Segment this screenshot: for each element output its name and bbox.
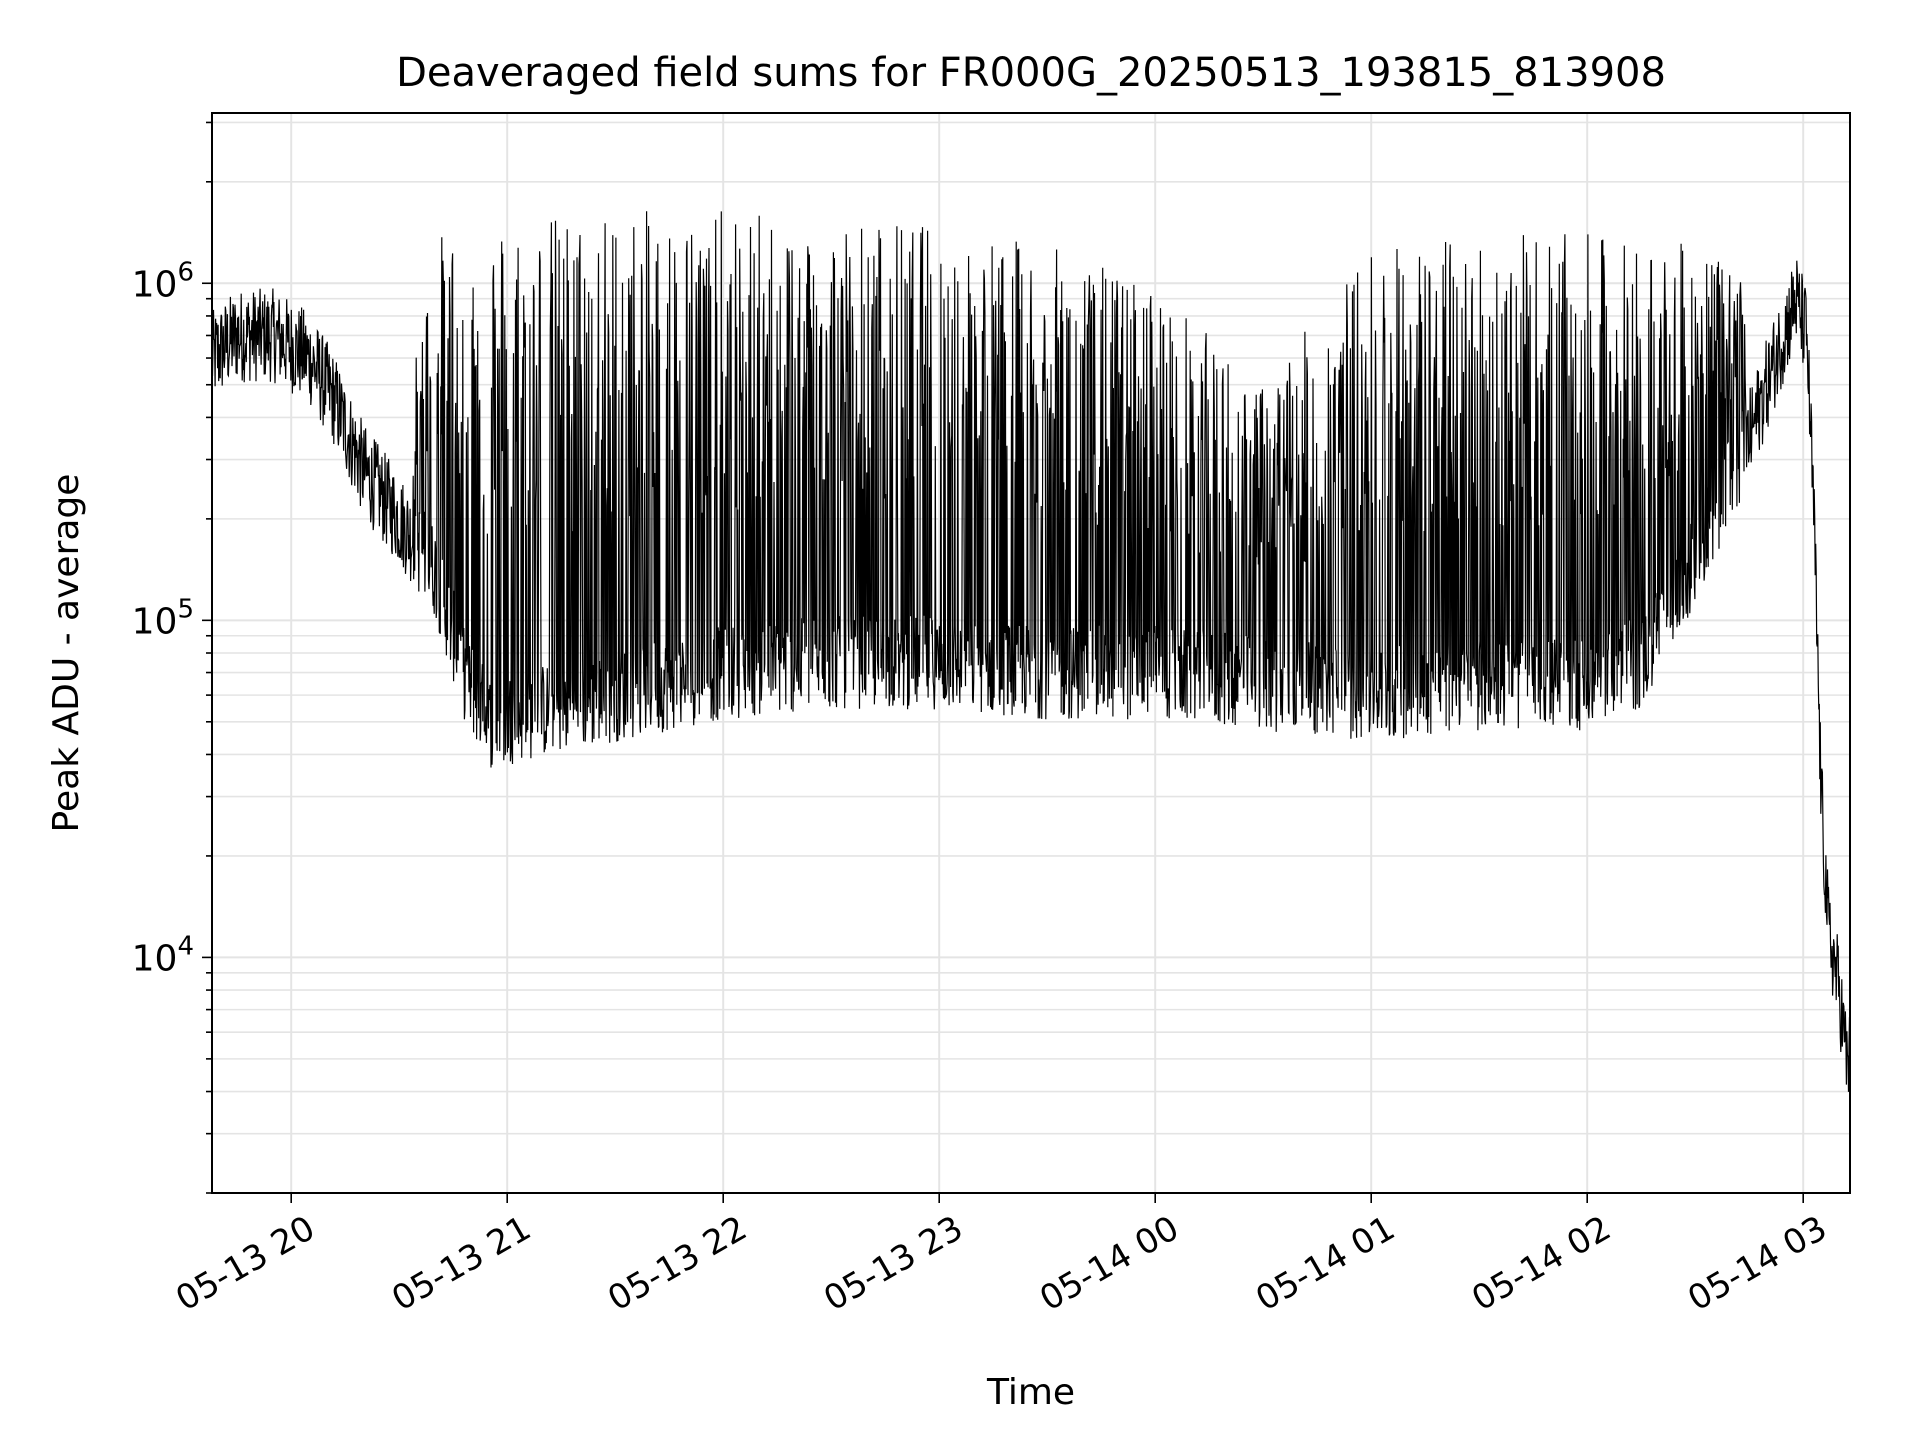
y-axis: 104 105 106 — [132, 121, 212, 1194]
series-line — [212, 211, 1850, 1092]
x-tick-label: 05-13 20 — [169, 1208, 321, 1319]
x-tick-label: 05-14 02 — [1465, 1208, 1617, 1319]
x-tick-label: 05-14 03 — [1681, 1208, 1833, 1319]
x-tick-label: 05-13 21 — [385, 1208, 537, 1319]
chart-title: Deaveraged field sums for FR000G_2025051… — [396, 50, 1666, 96]
plot-frame — [211, 112, 1851, 1194]
y-tick-label: 105 — [132, 594, 194, 642]
x-tick-label: 05-13 22 — [601, 1208, 753, 1319]
x-tick-label: 05-14 00 — [1033, 1208, 1185, 1319]
x-axis: 05-13 20 05-13 21 05-13 22 05-13 23 05-14 00… — [169, 1193, 1834, 1319]
y-tick-label: 104 — [132, 931, 194, 979]
y-tick-label: 106 — [132, 257, 194, 305]
x-tick-label: 05-14 01 — [1249, 1208, 1401, 1319]
x-axis-label: Time — [986, 1372, 1075, 1413]
y-axis-label: Peak ADU - average — [46, 474, 87, 833]
x-tick-label: 05-13 23 — [817, 1208, 969, 1319]
